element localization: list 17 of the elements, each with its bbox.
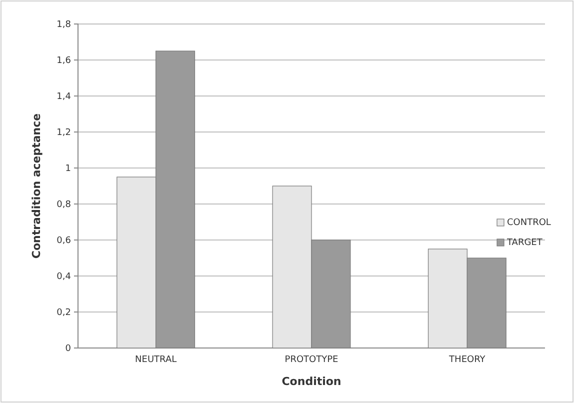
y-tick-label: 1: [65, 164, 71, 174]
y-tick-label: 0,8: [56, 200, 72, 210]
x-axis-title: Condition: [282, 375, 342, 388]
legend-label: CONTROL: [507, 218, 551, 228]
legend-label: TARGET: [506, 238, 543, 248]
y-tick-label: 0: [65, 344, 72, 354]
y-tick-label: 0,4: [56, 272, 72, 282]
y-tick-label: 1,8: [56, 20, 72, 30]
y-tick-label: 0,2: [56, 308, 71, 318]
y-tick-label: 1,2: [56, 128, 71, 138]
x-tick-label: PROTOTYPE: [284, 354, 339, 365]
y-tick-label: 1,4: [56, 92, 72, 102]
y-tick-label: 1,6: [56, 56, 72, 66]
x-tick-label: NEUTRAL: [135, 354, 177, 365]
y-axis-title: Contradition aceptance: [30, 113, 43, 259]
x-tick-label: THEORY: [448, 354, 486, 365]
y-tick-label: 0,6: [56, 236, 72, 246]
